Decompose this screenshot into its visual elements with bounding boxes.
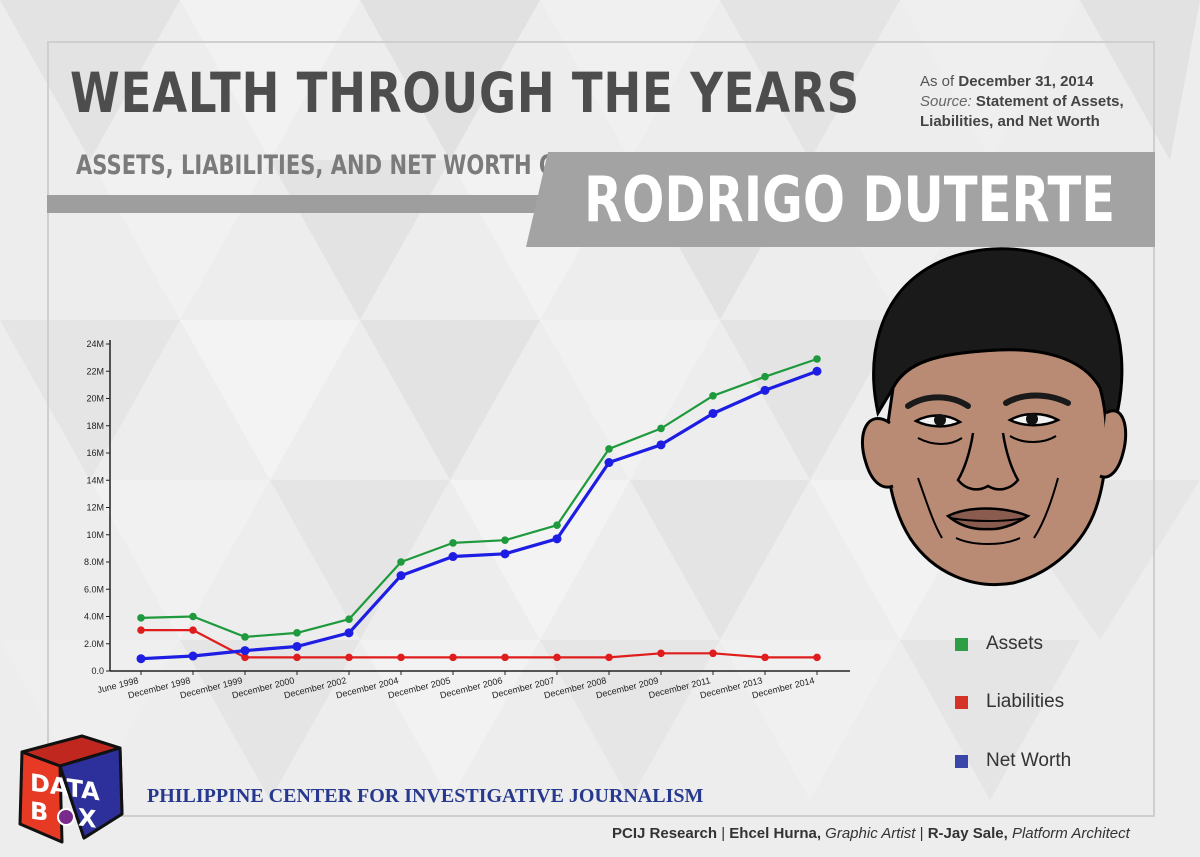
- data-point-net-worth: [708, 408, 718, 418]
- as-of-line: As of December 31, 2014: [920, 72, 1160, 92]
- data-point-assets: [241, 633, 249, 641]
- logo-flower-icon: [57, 808, 75, 826]
- credit-artist-name: Ehcel Hurna,: [729, 825, 821, 842]
- y-tick-label: 20M: [86, 394, 104, 404]
- credit-separator-1: |: [717, 825, 730, 842]
- data-point-net-worth: [344, 628, 354, 638]
- y-tick-label: 8.0M: [84, 557, 104, 567]
- y-tick-label: 0.0: [91, 666, 104, 676]
- data-point-assets: [293, 629, 301, 637]
- data-point-assets: [605, 445, 613, 453]
- data-point-net-worth: [656, 440, 666, 450]
- y-tick-label: 2.0M: [84, 639, 104, 649]
- as-of-date: December 31, 2014: [958, 73, 1094, 90]
- credit-artist-role: Graphic Artist: [825, 825, 916, 842]
- duterte-portrait-illustration: [861, 247, 1128, 587]
- credit-research: PCIJ Research: [612, 825, 718, 842]
- data-point-liabilities: [657, 649, 665, 658]
- legend-swatch-liabilities: [955, 696, 968, 709]
- data-point-liabilities: [137, 626, 145, 634]
- data-point-liabilities: [553, 653, 561, 662]
- y-tick-label: 12M: [86, 503, 104, 513]
- subject-name: RODRIGO DUTERTE: [584, 163, 1116, 236]
- y-tick-label: 22M: [86, 366, 104, 376]
- legend-label-assets: Assets: [986, 633, 1044, 654]
- y-tick-label: 4.0M: [84, 612, 104, 622]
- legend-label-liabilities: Liabilities: [986, 691, 1065, 712]
- data-point-net-worth: [396, 571, 406, 581]
- y-tick-label: 14M: [86, 475, 104, 485]
- as-of-block: As of December 31, 2014 Source: Statemen…: [920, 72, 1160, 132]
- source-text-2: Liabilities, and Net Worth: [920, 113, 1100, 130]
- source-line: Source: Statement of Assets,: [920, 92, 1160, 112]
- data-point-liabilities: [189, 626, 197, 634]
- content-frame: [47, 41, 1155, 817]
- data-point-liabilities: [241, 653, 249, 662]
- y-tick-label: 10M: [86, 530, 104, 540]
- data-point-liabilities: [761, 653, 769, 662]
- legend-swatch-assets: [955, 638, 968, 651]
- series-line-assets: [140, 357, 818, 639]
- data-point-net-worth: [604, 458, 614, 468]
- data-point-liabilities: [449, 653, 457, 662]
- y-tick-label: 6.0M: [84, 584, 104, 594]
- data-point-assets: [813, 355, 821, 363]
- data-point-net-worth: [760, 385, 770, 395]
- subtitle: ASSETS, LIABILITIES, AND NET WORTH OF: [76, 150, 572, 181]
- data-point-assets: [397, 558, 405, 566]
- y-tick-label: 18M: [86, 421, 104, 431]
- data-point-net-worth: [240, 646, 250, 656]
- data-point-net-worth: [812, 366, 822, 376]
- source-prefix: Source:: [920, 93, 972, 110]
- series-line-liabilities: [141, 628, 817, 659]
- data-point-liabilities: [709, 649, 717, 658]
- legend-swatch-net-worth: [955, 755, 968, 768]
- data-point-liabilities: [345, 653, 353, 662]
- credit-separator-2: |: [915, 825, 928, 842]
- data-point-assets: [345, 615, 353, 624]
- data-point-net-worth: [292, 641, 302, 651]
- databox-cube-icon: DATA B X: [18, 734, 124, 844]
- credit-architect-name: R-Jay Sale,: [927, 825, 1008, 842]
- data-point-liabilities: [605, 653, 613, 662]
- data-point-liabilities: [397, 653, 405, 662]
- data-point-liabilities: [501, 653, 509, 662]
- data-point-liabilities: [293, 653, 301, 662]
- logo-text-x: X: [78, 803, 97, 834]
- data-point-assets: [189, 612, 197, 621]
- source-text-1: Statement of Assets,: [975, 93, 1124, 110]
- subtitle-bar: [47, 195, 547, 213]
- credit-architect-role: Platform Architect: [1011, 825, 1130, 842]
- data-point-assets: [449, 539, 457, 547]
- page-title: WEALTH THROUGH THE YEARS: [70, 61, 860, 125]
- source-line-2: Liabilities, and Net Worth: [920, 112, 1160, 132]
- data-point-net-worth: [136, 654, 146, 664]
- data-point-assets: [657, 424, 665, 433]
- logo-text-b: B: [30, 797, 48, 827]
- data-point-net-worth: [188, 651, 198, 661]
- data-point-net-worth: [500, 549, 510, 559]
- y-tick-label: 24M: [86, 339, 104, 349]
- series-line-net-worth: [140, 369, 818, 661]
- y-tick-label: 16M: [86, 448, 104, 458]
- data-point-liabilities: [813, 653, 821, 662]
- data-point-assets: [553, 521, 561, 530]
- legend-label-net-worth: Net Worth: [986, 750, 1072, 771]
- organization-name: PHILIPPINE CENTER FOR INVESTIGATIVE JOUR…: [147, 785, 704, 807]
- as-of-prefix: As of: [920, 73, 955, 90]
- data-point-net-worth: [552, 534, 562, 544]
- data-point-assets: [137, 614, 145, 622]
- data-point-net-worth: [448, 552, 458, 562]
- data-point-assets: [761, 372, 769, 381]
- credits-line: PCIJ Research | Ehcel Hurna, Graphic Art…: [612, 825, 1130, 842]
- data-point-assets: [709, 391, 717, 400]
- name-banner: [526, 152, 1155, 247]
- data-point-assets: [501, 536, 509, 544]
